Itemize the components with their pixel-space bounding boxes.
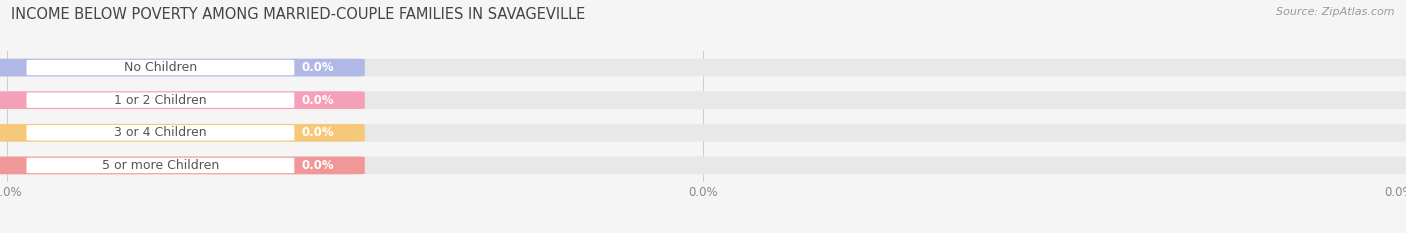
Text: 1 or 2 Children: 1 or 2 Children bbox=[114, 94, 207, 107]
FancyBboxPatch shape bbox=[0, 124, 364, 142]
FancyBboxPatch shape bbox=[27, 158, 294, 173]
Text: 5 or more Children: 5 or more Children bbox=[101, 159, 219, 172]
Text: 3 or 4 Children: 3 or 4 Children bbox=[114, 126, 207, 139]
Text: 0.0%: 0.0% bbox=[301, 126, 333, 139]
FancyBboxPatch shape bbox=[27, 60, 294, 75]
FancyBboxPatch shape bbox=[0, 157, 364, 174]
Text: 0.0%: 0.0% bbox=[301, 94, 333, 107]
FancyBboxPatch shape bbox=[27, 93, 294, 108]
FancyBboxPatch shape bbox=[0, 59, 364, 76]
Text: No Children: No Children bbox=[124, 61, 197, 74]
FancyBboxPatch shape bbox=[0, 59, 1406, 76]
Text: 0.0%: 0.0% bbox=[301, 61, 333, 74]
Text: 0.0%: 0.0% bbox=[301, 159, 333, 172]
FancyBboxPatch shape bbox=[27, 125, 294, 140]
Text: Source: ZipAtlas.com: Source: ZipAtlas.com bbox=[1277, 7, 1395, 17]
Text: INCOME BELOW POVERTY AMONG MARRIED-COUPLE FAMILIES IN SAVAGEVILLE: INCOME BELOW POVERTY AMONG MARRIED-COUPL… bbox=[11, 7, 585, 22]
FancyBboxPatch shape bbox=[0, 91, 1406, 109]
FancyBboxPatch shape bbox=[0, 157, 1406, 174]
FancyBboxPatch shape bbox=[0, 124, 1406, 142]
FancyBboxPatch shape bbox=[0, 91, 364, 109]
